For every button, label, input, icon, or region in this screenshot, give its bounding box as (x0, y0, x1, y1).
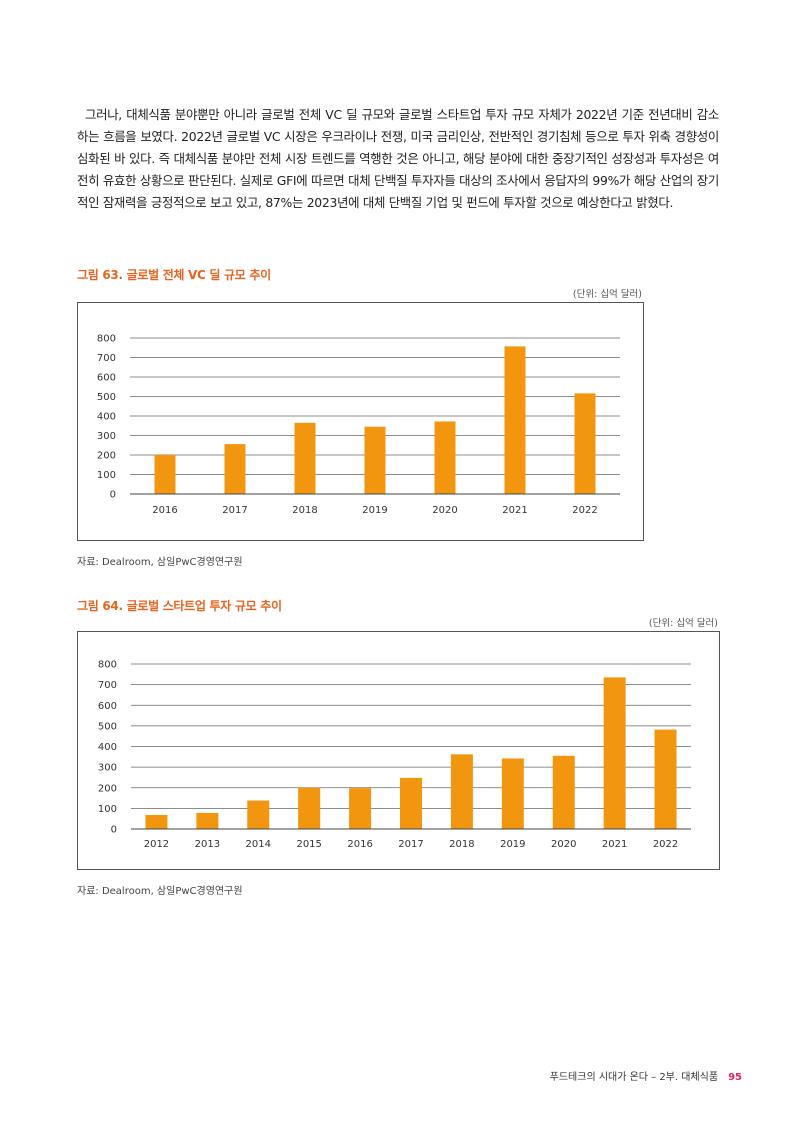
y-tick-label: 800 (97, 334, 116, 345)
bar-2019 (501, 758, 524, 829)
chart-64-svg: 0 100 200 300 400 500 600 700 800 2012 2013 2014 201… (98, 660, 691, 850)
body-paragraph: 그러나, 대체식품 분야뿐만 아니라 글로벌 전체 VC 딜 규모와 글로벌 스… (77, 104, 719, 214)
y-tick-label: 600 (98, 701, 117, 712)
y-tick-label: 0 (111, 825, 117, 836)
bar-2020 (434, 421, 456, 494)
bar-2014 (247, 800, 270, 829)
figure-64-source: 자료: Dealroom, 삼일PwC경영연구원 (77, 886, 243, 897)
x-tick-label: 2020 (432, 505, 457, 516)
y-tick-label: 300 (98, 763, 117, 774)
bar-2017 (224, 444, 246, 494)
bar-2020 (552, 755, 575, 829)
y-tick-label: 500 (98, 721, 117, 732)
chart-63: 0 100 200 300 400 500 600 700 800 2016 2017 2018 201… (77, 302, 644, 541)
x-tick-label: 2012 (144, 839, 169, 850)
x-tick-label: 2017 (398, 839, 423, 850)
bar-2016 (349, 788, 372, 829)
x-tick-label: 2021 (502, 505, 527, 516)
chart-63-svg: 0 100 200 300 400 500 600 700 800 2016 2017 2018 201… (97, 334, 620, 516)
bar-2021 (504, 346, 526, 494)
x-tick-label: 2022 (572, 505, 597, 516)
bar-2012 (145, 814, 168, 829)
y-tick-label: 400 (97, 412, 116, 423)
y-tick-label: 400 (98, 742, 117, 753)
y-tick-label: 600 (97, 373, 116, 384)
y-tick-label: 800 (98, 660, 117, 671)
x-tick-label: 2021 (602, 839, 627, 850)
y-tick-label: 300 (97, 431, 116, 442)
bar-2018 (294, 422, 316, 494)
x-tick-label: 2020 (551, 839, 576, 850)
figure-63-source: 자료: Dealroom, 삼일PwC경영연구원 (77, 557, 243, 568)
x-tick-label: 2022 (653, 839, 678, 850)
x-tick-label: 2018 (449, 839, 474, 850)
chart-64: 0 100 200 300 400 500 600 700 800 2012 2013 2014 201… (77, 631, 720, 870)
x-tick-label: 2019 (500, 839, 525, 850)
bar-2015 (298, 787, 321, 829)
body-text: 그러나, 대체식품 분야뿐만 아니라 글로벌 전체 VC 딜 규모와 글로벌 스… (77, 107, 719, 210)
x-tick-label: 2019 (362, 505, 387, 516)
bar-2022 (654, 729, 677, 829)
bar-2013 (196, 812, 219, 829)
y-tick-label: 100 (97, 470, 116, 481)
page-number: 95 (728, 1072, 742, 1083)
bar-2021 (603, 677, 626, 829)
figure-64-unit: (단위: 십억 달러) (648, 618, 718, 629)
y-tick-label: 700 (98, 680, 117, 691)
bar-2018 (450, 754, 473, 829)
footer-title: 푸드테크의 시대가 온다 – 2부. 대체식품 (549, 1072, 719, 1083)
x-tick-label: 2018 (292, 505, 317, 516)
page-footer: 푸드테크의 시대가 온다 – 2부. 대체식품 95 (550, 1068, 742, 1083)
y-tick-label: 200 (98, 783, 117, 794)
bar-2022 (574, 393, 596, 494)
x-tick-label: 2013 (195, 839, 220, 850)
y-tick-label: 0 (110, 490, 116, 501)
y-tick-label: 700 (97, 353, 116, 364)
figure-64-title: 그림 64. 글로벌 스타트업 투자 규모 추이 (77, 599, 282, 613)
x-tick-label: 2014 (246, 839, 271, 850)
x-tick-label: 2015 (296, 839, 321, 850)
figure-63-title: 그림 63. 글로벌 전체 VC 딜 규모 추이 (77, 268, 271, 282)
x-tick-label: 2016 (347, 839, 372, 850)
x-tick-label: 2016 (152, 505, 177, 516)
figure-63-unit: (단위: 십억 달러) (572, 289, 642, 300)
y-tick-label: 500 (97, 392, 116, 403)
y-tick-label: 200 (97, 451, 116, 462)
bar-2016 (154, 455, 176, 494)
bar-2019 (364, 426, 386, 494)
y-tick-label: 100 (98, 804, 117, 815)
bar-2017 (400, 777, 422, 829)
x-tick-label: 2017 (222, 505, 247, 516)
